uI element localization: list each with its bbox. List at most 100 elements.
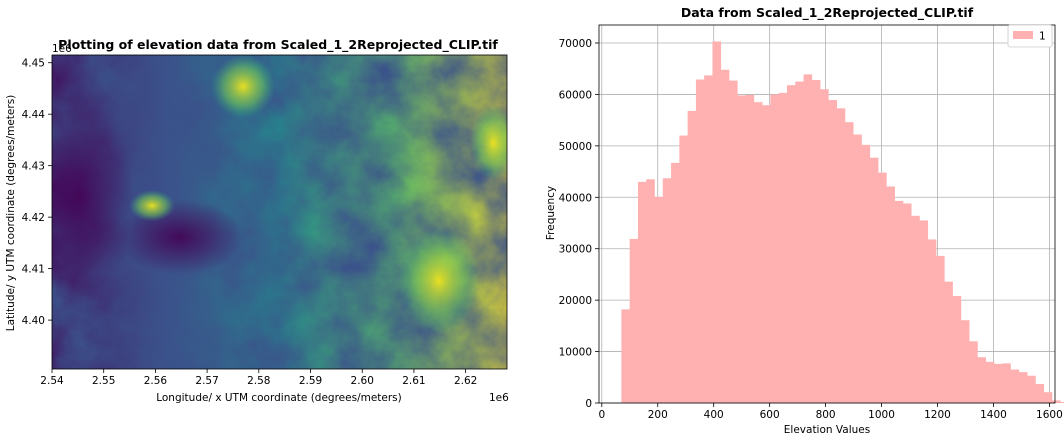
hist-bar	[985, 361, 995, 403]
hist-bar	[853, 134, 862, 404]
hist-y-tick-label: 40000	[559, 192, 592, 204]
map-x-offset-label: 1e6	[489, 392, 509, 404]
hist-bar	[927, 239, 937, 403]
hist-bar	[952, 296, 962, 403]
map-y-ticks: 4.40 4.41 4.42 4.43 4.44 4.45	[22, 58, 52, 327]
hist-bars	[621, 41, 1064, 404]
hist-bar	[720, 69, 730, 403]
map-x-axis-label: Longitude/ x UTM coordinate (degrees/met…	[156, 392, 402, 404]
hist-bar	[753, 102, 763, 404]
hist-bar	[828, 100, 837, 403]
hist-bar	[811, 80, 821, 404]
hist-bar	[778, 92, 788, 403]
map-x-tick-label: 2.57	[195, 375, 218, 387]
hist-bar	[960, 320, 970, 403]
map-x-tick-label: 2.60	[351, 375, 374, 387]
hist-y-tick-label: 20000	[559, 295, 592, 307]
map-x-tick-label: 2.56	[144, 375, 168, 387]
hist-bar	[654, 196, 664, 403]
hist-x-tick-label: 1000	[868, 409, 895, 421]
hist-bar	[803, 74, 813, 403]
hist-title: Data from Scaled_1_2Reprojected_CLIP.tif	[681, 5, 974, 21]
hist-bar	[1010, 369, 1020, 403]
hist-y-tick-label: 30000	[559, 244, 592, 256]
hist-bar	[861, 144, 871, 404]
hist-x-axis-label: Elevation Values	[784, 424, 870, 436]
hist-x-ticks: 0 200 400 600 800 1000 1200 1400 1600	[598, 403, 1063, 421]
hist-x-tick-label: 200	[648, 409, 668, 421]
hist-y-axis-label: Frequency	[545, 186, 557, 240]
hist-bar	[621, 309, 630, 403]
hist-bar	[629, 238, 639, 403]
map-title: Plotting of elevation data from Scaled_1…	[58, 37, 498, 53]
map-x-tick-label: 2.58	[247, 375, 270, 387]
hist-bar	[894, 200, 904, 403]
hist-bar	[878, 172, 887, 403]
hist-bar	[737, 95, 746, 403]
hist-y-tick-label: 10000	[559, 347, 592, 359]
elevation-map-panel: Plotting of elevation data from Scaled_1…	[5, 37, 509, 404]
hist-y-tick-label: 50000	[559, 141, 592, 153]
hist-bar	[671, 162, 680, 403]
hist-x-tick-label: 0	[598, 409, 605, 421]
hist-bar	[886, 186, 895, 403]
map-y-tick-label: 4.43	[22, 161, 45, 173]
map-y-tick-label: 4.44	[22, 109, 46, 121]
map-x-tick-label: 2.62	[454, 375, 477, 387]
hist-bar	[977, 357, 987, 403]
hist-bar	[936, 255, 945, 403]
hist-x-tick-label: 1400	[980, 409, 1007, 421]
hist-bar	[1027, 375, 1036, 403]
map-x-tick-label: 2.59	[299, 375, 322, 387]
hist-bar	[969, 341, 978, 403]
elevation-raster	[52, 55, 507, 369]
hist-bar	[646, 179, 655, 403]
hist-bar	[844, 122, 854, 403]
hist-y-tick-label: 70000	[559, 38, 592, 50]
map-valley-west	[52, 86, 134, 307]
map-x-tick-label: 2.61	[402, 375, 425, 387]
hist-bar	[786, 85, 796, 404]
hist-y-ticks: 0 10000 20000 30000 40000 50000 60000 70000	[559, 38, 599, 410]
map-y-axis-label: Latitude/ y UTM coordinate (degrees/mete…	[5, 95, 17, 332]
legend-swatch	[1013, 31, 1033, 39]
hist-bar	[762, 105, 771, 403]
hist-bar	[994, 363, 1003, 403]
map-y-tick-label: 4.42	[22, 212, 45, 224]
map-x-tick-label: 2.55	[92, 375, 115, 387]
map-y-offset-label: 1e6	[52, 43, 72, 55]
hist-bar	[869, 157, 879, 403]
hist-bar	[1002, 363, 1011, 403]
hist-x-tick-label: 400	[704, 409, 724, 421]
map-peak-southeast	[397, 227, 480, 335]
hist-y-tick-label: 0	[585, 398, 592, 410]
hist-x-tick-label: 1600	[1036, 409, 1063, 421]
hist-bar	[836, 108, 846, 404]
histogram-panel: Data from Scaled_1_2Reprojected_CLIP.tif…	[545, 5, 1064, 436]
hist-bar	[679, 135, 688, 404]
map-plot-frame	[51, 54, 508, 370]
hist-bar	[662, 178, 672, 403]
hist-bar	[944, 281, 953, 403]
map-y-tick-label: 4.40	[22, 315, 45, 327]
hist-bar	[637, 181, 647, 403]
hist-bar	[712, 41, 722, 403]
hist-x-tick-label: 600	[760, 409, 780, 421]
map-x-tick-label: 2.54	[40, 375, 64, 387]
map-y-tick-label: 4.45	[22, 58, 45, 70]
hist-legend: 1	[1007, 24, 1053, 48]
hist-bar	[911, 215, 920, 403]
hist-plot-frame	[598, 24, 1056, 404]
hist-bar	[1035, 383, 1044, 403]
hist-x-tick-label: 800	[816, 409, 836, 421]
hist-y-tick-label: 60000	[559, 89, 592, 101]
hist-bar	[1043, 392, 1053, 403]
hist-bar	[795, 81, 804, 404]
hist-bar	[1051, 400, 1061, 403]
map-peak-north	[211, 55, 275, 118]
hist-bar	[695, 79, 705, 403]
hist-bar	[687, 110, 697, 403]
hist-bar	[820, 89, 829, 404]
hist-bar	[1060, 401, 1064, 403]
